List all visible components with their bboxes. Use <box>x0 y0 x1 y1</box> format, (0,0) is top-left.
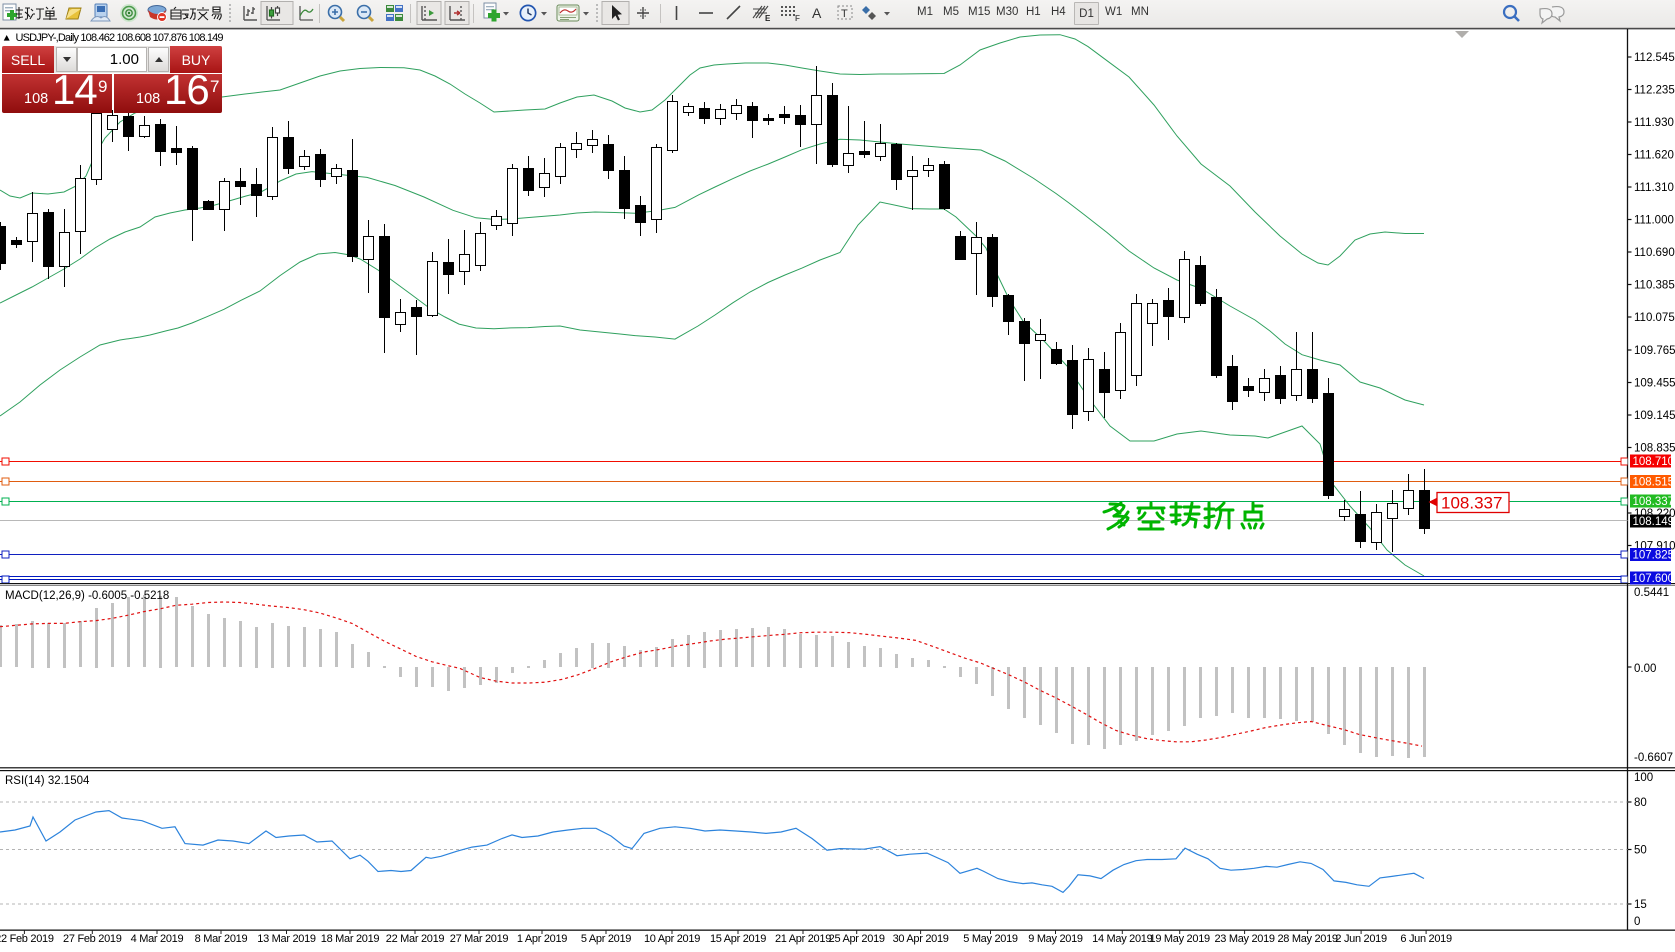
svg-text:108.515: 108.515 <box>1633 477 1675 489</box>
svg-text:112.545: 112.545 <box>1634 52 1675 64</box>
svg-text:21 Apr 2019: 21 Apr 2019 <box>775 933 831 945</box>
svg-text:27 Feb 2019: 27 Feb 2019 <box>63 933 122 945</box>
svg-text:109.765: 109.765 <box>1634 345 1675 357</box>
svg-text:112.235: 112.235 <box>1634 85 1675 97</box>
svg-text:0.00: 0.00 <box>1634 663 1656 675</box>
svg-text:22 Feb 2019: 22 Feb 2019 <box>0 933 54 945</box>
svg-text:14 May 2019: 14 May 2019 <box>1092 933 1152 945</box>
svg-text:9 May 2019: 9 May 2019 <box>1028 933 1083 945</box>
svg-text:108.337: 108.337 <box>1441 494 1502 513</box>
svg-text:111.310: 111.310 <box>1634 182 1674 194</box>
svg-text:1 Apr 2019: 1 Apr 2019 <box>517 933 567 945</box>
svg-text:111.620: 111.620 <box>1634 150 1674 162</box>
svg-text:25 Apr 2019: 25 Apr 2019 <box>829 933 885 945</box>
svg-text:110.385: 110.385 <box>1634 280 1675 292</box>
svg-text:100: 100 <box>1634 772 1653 784</box>
svg-text:50: 50 <box>1634 845 1647 857</box>
svg-text:0: 0 <box>1634 916 1640 928</box>
svg-text:18 Mar 2019: 18 Mar 2019 <box>321 933 380 945</box>
svg-text:107.825: 107.825 <box>1633 550 1675 562</box>
svg-text:8 Mar 2019: 8 Mar 2019 <box>195 933 248 945</box>
svg-text:E: E <box>765 14 771 23</box>
svg-text:19 May 2019: 19 May 2019 <box>1150 933 1210 945</box>
svg-text:80: 80 <box>1634 797 1647 809</box>
svg-text:111.000: 111.000 <box>1634 215 1674 227</box>
svg-text:28 May 2019: 28 May 2019 <box>1277 933 1337 945</box>
svg-text:109.145: 109.145 <box>1634 410 1675 422</box>
svg-text:108.710: 108.710 <box>1633 456 1675 468</box>
svg-text:107.600: 107.600 <box>1633 573 1675 585</box>
svg-text:USDJPY-,Daily 108.462 108.608: USDJPY-,Daily 108.462 108.608 107.876 10… <box>16 32 224 44</box>
svg-text:27 Mar 2019: 27 Mar 2019 <box>450 933 509 945</box>
svg-text:109.455: 109.455 <box>1634 378 1675 390</box>
svg-text:30 Apr 2019: 30 Apr 2019 <box>893 933 949 945</box>
svg-text:A: A <box>812 5 822 21</box>
svg-text:108.835: 108.835 <box>1634 443 1675 455</box>
svg-text:0.5441: 0.5441 <box>1634 587 1669 599</box>
svg-text:108.337: 108.337 <box>1633 496 1675 508</box>
svg-text:110.075: 110.075 <box>1634 312 1675 324</box>
svg-text:T: T <box>841 8 848 20</box>
svg-text:2 Jun 2019: 2 Jun 2019 <box>1335 933 1387 945</box>
svg-text:10 Apr 2019: 10 Apr 2019 <box>644 933 700 945</box>
svg-text:22 Mar 2019: 22 Mar 2019 <box>386 933 445 945</box>
svg-text:108.149: 108.149 <box>1633 516 1675 528</box>
svg-text:23 May 2019: 23 May 2019 <box>1214 933 1274 945</box>
svg-text:15: 15 <box>1634 899 1647 911</box>
svg-text:MACD(12,26,9) -0.6005 -0.5218: MACD(12,26,9) -0.6005 -0.5218 <box>5 590 169 602</box>
svg-text:15 Apr 2019: 15 Apr 2019 <box>710 933 766 945</box>
svg-text:-0.6607: -0.6607 <box>1634 752 1673 764</box>
svg-text:110.690: 110.690 <box>1634 247 1675 259</box>
svg-text:RSI(14) 32.1504: RSI(14) 32.1504 <box>5 775 90 787</box>
svg-text:6 Jun 2019: 6 Jun 2019 <box>1400 933 1452 945</box>
svg-text:13 Mar 2019: 13 Mar 2019 <box>257 933 316 945</box>
svg-text:F: F <box>795 14 800 23</box>
svg-text:111.930: 111.930 <box>1634 117 1674 129</box>
svg-text:4 Mar 2019: 4 Mar 2019 <box>131 933 184 945</box>
svg-text:5 Apr 2019: 5 Apr 2019 <box>581 933 631 945</box>
svg-text:5 May 2019: 5 May 2019 <box>963 933 1018 945</box>
